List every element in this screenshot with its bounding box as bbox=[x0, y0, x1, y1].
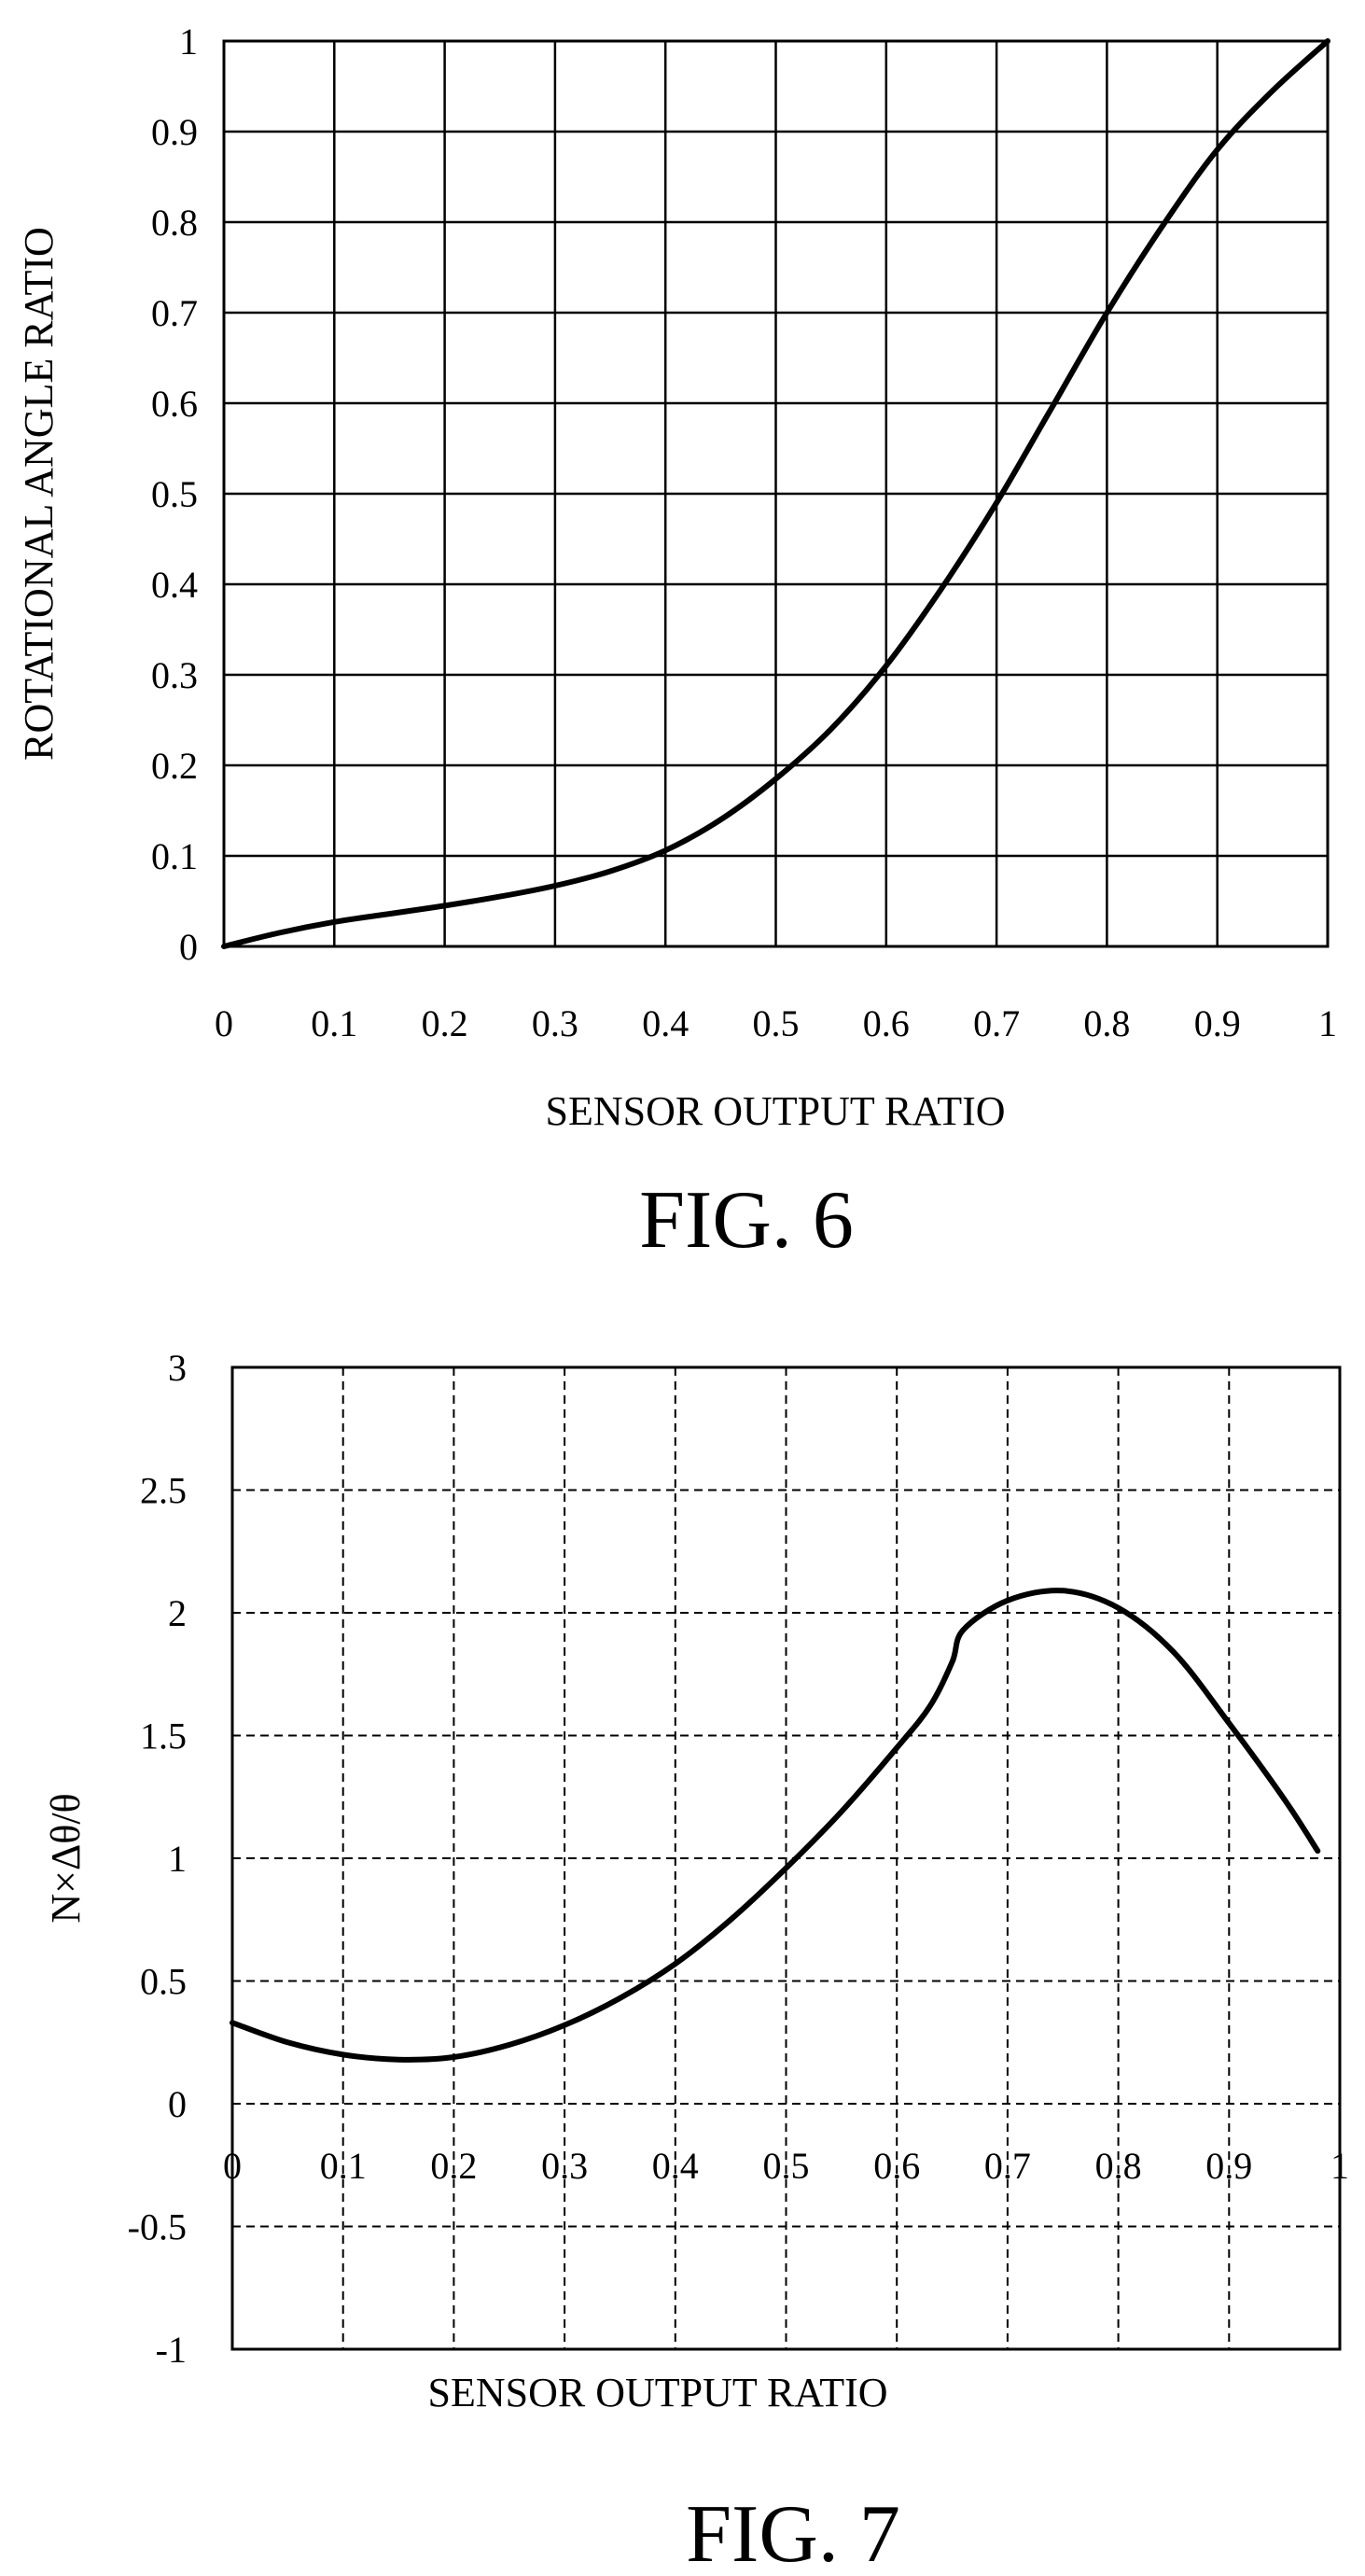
fig7-x-tick-label: 0.6 bbox=[873, 2145, 920, 2187]
fig6-x-axis-label: SENSOR OUTPUT RATIO bbox=[545, 1088, 1005, 1134]
fig6-chart: 0 0.1 0.2 0.3 0.4 0.5 0.6 0.7 0.8 0.9 1 0 0.1 0.2 0.3… bbox=[16, 21, 1337, 1266]
fig6-series-line bbox=[221, 38, 1330, 949]
fig7-x-tick-labels: 0 0.1 0.2 0.3 0.4 0.5 0.6 0.7 0.8 0.9 1 bbox=[223, 2145, 1349, 2187]
fig6-y-tick-label: 0.7 bbox=[151, 292, 198, 334]
fig6-x-tick-label: 0.6 bbox=[863, 1002, 910, 1044]
fig6-x-tick-label: 0.7 bbox=[973, 1002, 1020, 1044]
fig6-y-tick-label: 0.9 bbox=[151, 111, 198, 153]
fig6-x-tick-label: 0.9 bbox=[1194, 1002, 1241, 1044]
fig7-chart: 0 0.1 0.2 0.3 0.4 0.5 0.6 0.7 0.8 0.9 1 -1 -0.5 0 0.5… bbox=[43, 1347, 1349, 2576]
fig7-y-axis-label: N×Δθ/θ bbox=[43, 1793, 89, 1923]
fig6-y-tick-label: 0.1 bbox=[151, 835, 198, 877]
fig6-y-tick-label: 1 bbox=[179, 21, 198, 63]
fig6-x-tick-label: 0.1 bbox=[311, 1002, 357, 1044]
fig7-caption: FIG. 7 bbox=[686, 2489, 900, 2576]
fig7-gridlines bbox=[232, 1367, 1340, 2349]
fig6-caption: FIG. 6 bbox=[639, 1175, 854, 1266]
fig7-x-tick-label: 0 bbox=[223, 2145, 242, 2187]
fig6-x-tick-label: 0.8 bbox=[1083, 1002, 1130, 1044]
fig6-y-tick-label: 0.5 bbox=[151, 473, 198, 515]
fig6-gridlines bbox=[224, 41, 1328, 946]
fig7-y-tick-labels: -1 -0.5 0 0.5 1 1.5 2 2.5 3 bbox=[128, 1347, 187, 2371]
fig6-y-tick-labels: 0 0.1 0.2 0.3 0.4 0.5 0.6 0.7 0.8 0.9 1 bbox=[151, 21, 198, 968]
fig7-x-tick-label: 0.8 bbox=[1095, 2145, 1142, 2187]
fig7-y-tick-label: 0.5 bbox=[140, 1961, 187, 2003]
fig6-y-tick-label: 0.4 bbox=[151, 564, 198, 606]
fig7-series-line bbox=[230, 1588, 1321, 2063]
fig6-x-tick-label: 1 bbox=[1318, 1002, 1337, 1044]
fig7-y-tick-label: -0.5 bbox=[128, 2206, 187, 2248]
fig7-y-tick-label: 2.5 bbox=[140, 1470, 187, 1512]
fig6-x-tick-label: 0.4 bbox=[642, 1002, 689, 1044]
fig6-plot-frame bbox=[222, 39, 1330, 948]
fig6-y-tick-label: 0.8 bbox=[151, 202, 198, 244]
fig7-x-tick-label: 1 bbox=[1330, 2145, 1349, 2187]
fig7-y-tick-label: 3 bbox=[168, 1347, 187, 1389]
fig7-x-tick-label: 0.2 bbox=[430, 2145, 477, 2187]
fig7-x-axis-label: SENSOR OUTPUT RATIO bbox=[427, 2370, 887, 2415]
fig7-y-tick-label: 0 bbox=[168, 2083, 187, 2125]
fig7-y-tick-label: 2 bbox=[168, 1592, 187, 1634]
fig7-x-tick-label: 0.5 bbox=[763, 2145, 810, 2187]
fig7-x-tick-label: 0.7 bbox=[984, 2145, 1031, 2187]
fig6-y-tick-label: 0 bbox=[179, 926, 198, 968]
fig7-y-tick-label: -1 bbox=[156, 2329, 187, 2371]
fig6-x-tick-label: 0.5 bbox=[753, 1002, 800, 1044]
fig7-x-tick-label: 0.1 bbox=[320, 2145, 367, 2187]
fig7-y-tick-label: 1.5 bbox=[140, 1715, 187, 1757]
fig6-y-axis-label: ROTATIONAL ANGLE RATIO bbox=[16, 227, 62, 761]
fig7-plot-frame bbox=[230, 1365, 1342, 2351]
fig6-y-tick-label: 0.6 bbox=[151, 383, 198, 425]
fig7-x-tick-label: 0.9 bbox=[1205, 2145, 1252, 2187]
fig6-y-tick-label: 0.3 bbox=[151, 654, 198, 696]
fig7-y-tick-label: 1 bbox=[168, 1838, 187, 1880]
fig6-y-tick-label: 0.2 bbox=[151, 745, 198, 787]
fig6-x-tick-label: 0.2 bbox=[422, 1002, 468, 1044]
fig7-x-tick-label: 0.3 bbox=[541, 2145, 588, 2187]
fig6-x-tick-label: 0 bbox=[215, 1002, 233, 1044]
fig6-x-tick-labels: 0 0.1 0.2 0.3 0.4 0.5 0.6 0.7 0.8 0.9 1 bbox=[215, 1002, 1337, 1044]
fig7-x-tick-label: 0.4 bbox=[652, 2145, 699, 2187]
fig6-x-tick-label: 0.3 bbox=[532, 1002, 578, 1044]
